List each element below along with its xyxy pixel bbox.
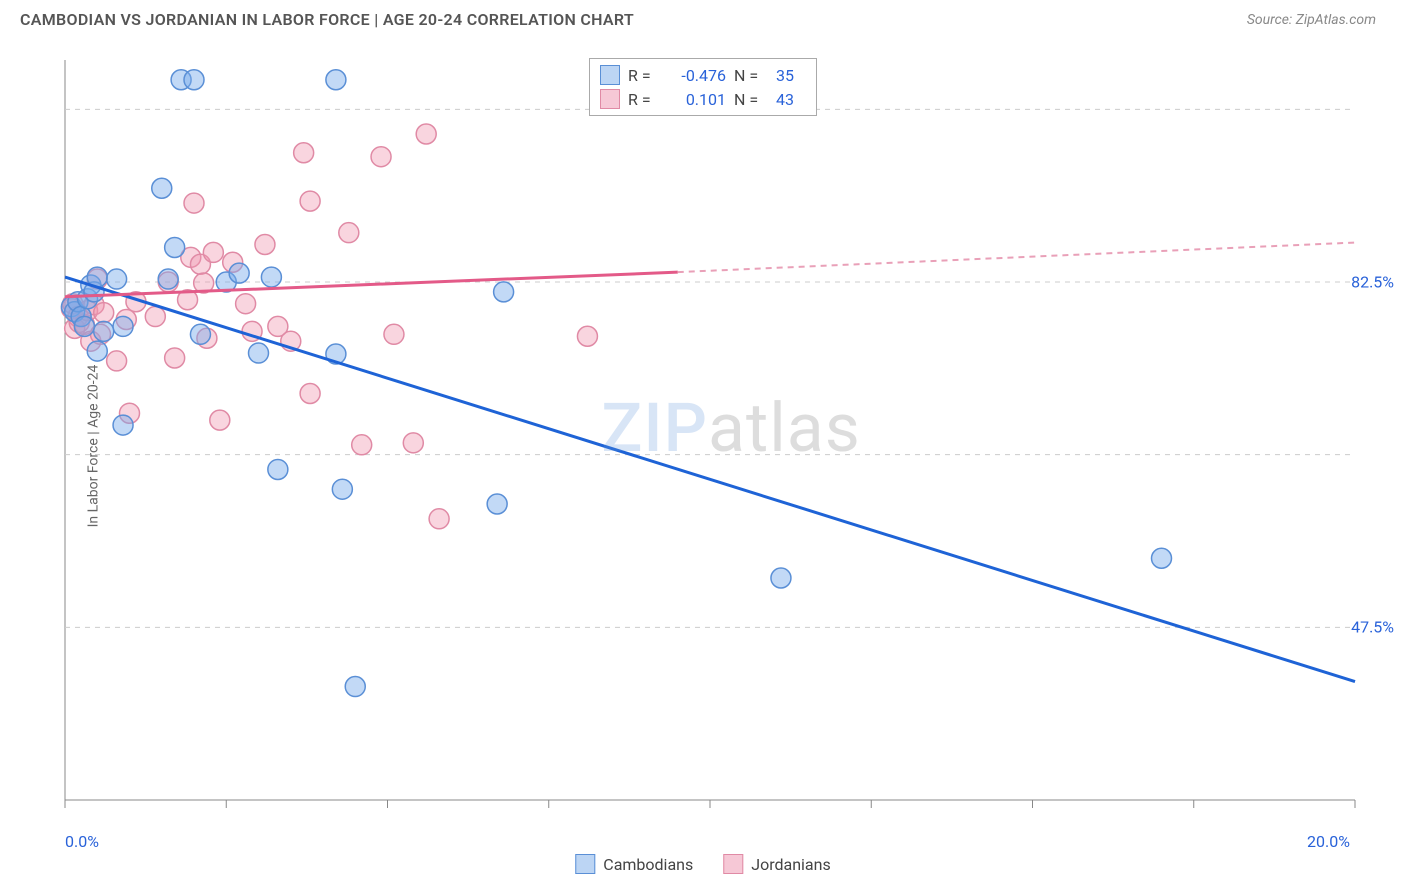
n-label: N = <box>734 66 764 85</box>
swatch-jordanians-bottom <box>723 854 743 874</box>
swatch-cambodians <box>600 65 620 85</box>
stats-legend: R = -0.476 N = 35 R = 0.101 N = 43 <box>589 58 817 116</box>
swatch-jordanians <box>600 89 620 109</box>
stats-row-cambodians: R = -0.476 N = 35 <box>600 63 806 87</box>
r-label: R = <box>628 90 658 109</box>
stats-row-jordanians: R = 0.101 N = 43 <box>600 87 806 111</box>
y-tick-label: 47.5% <box>1351 618 1394 637</box>
y-tick-label: 82.5% <box>1351 273 1394 292</box>
n-label: N = <box>734 90 764 109</box>
legend-label-cambodians: Cambodians <box>603 855 693 874</box>
legend-item-jordanians: Jordanians <box>723 854 830 874</box>
chart-area <box>50 50 1370 830</box>
r-value-cambodians: -0.476 <box>666 66 726 85</box>
r-value-jordanians: 0.101 <box>666 90 726 109</box>
legend-item-cambodians: Cambodians <box>575 854 693 874</box>
bottom-legend: Cambodians Jordanians <box>575 854 830 874</box>
source-label: Source: ZipAtlas.com <box>1247 12 1376 28</box>
r-label: R = <box>628 66 658 85</box>
n-value-jordanians: 43 <box>776 90 806 109</box>
x-tick-label: 20.0% <box>1307 832 1350 851</box>
legend-label-jordanians: Jordanians <box>751 855 830 874</box>
n-value-cambodians: 35 <box>776 66 806 85</box>
x-tick-label: 0.0% <box>65 832 99 851</box>
chart-title: CAMBODIAN VS JORDANIAN IN LABOR FORCE | … <box>20 10 634 29</box>
swatch-cambodians-bottom <box>575 854 595 874</box>
scatter-chart-svg <box>50 50 1370 830</box>
